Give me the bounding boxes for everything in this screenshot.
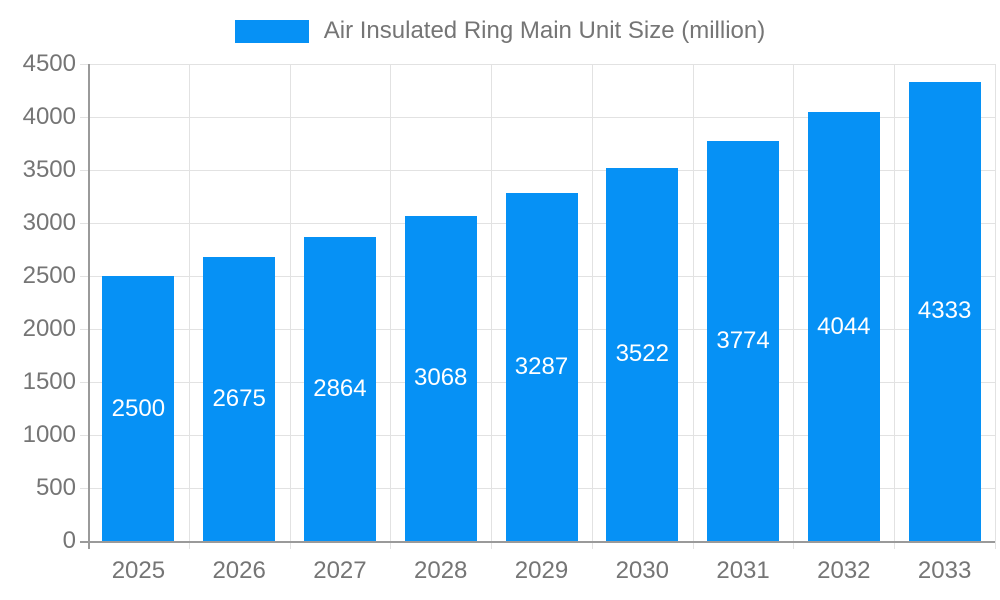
- bar-value-label: 2864: [313, 375, 367, 403]
- x-gridline: [995, 64, 996, 549]
- legend[interactable]: Air Insulated Ring Main Unit Size (milli…: [0, 16, 1000, 46]
- bar[interactable]: [303, 237, 376, 541]
- x-gridline: [591, 64, 593, 549]
- x-gridline: [793, 64, 795, 549]
- bar[interactable]: [908, 81, 981, 541]
- x-axis-line: [80, 541, 995, 543]
- x-gridline: [390, 64, 392, 549]
- x-gridline: [894, 64, 896, 549]
- y-axis-tick-label: 2500: [22, 262, 76, 289]
- x-gridline: [289, 64, 291, 549]
- y-axis-line: [88, 64, 90, 549]
- y-axis-tick-label: 2000: [22, 315, 76, 342]
- bar[interactable]: [203, 257, 276, 541]
- y-axis-tick-label: 1000: [22, 421, 76, 448]
- x-axis-tick-label: 2026: [212, 557, 266, 584]
- x-gridline: [491, 64, 493, 549]
- bar[interactable]: [102, 276, 175, 541]
- x-gridline: [692, 64, 694, 549]
- bar-value-label: 3287: [514, 352, 569, 380]
- bar-value-label: 3522: [615, 340, 669, 368]
- y-gridline: [80, 117, 995, 118]
- bar-value-label: 4333: [917, 297, 972, 325]
- legend-label: Air Insulated Ring Main Unit Size (milli…: [323, 17, 766, 44]
- y-axis-tick-label: 3000: [22, 209, 76, 236]
- x-axis-tick-label: 2031: [716, 557, 770, 584]
- y-axis-tick-label: 0: [62, 527, 76, 554]
- y-axis-tick-label: 1500: [22, 368, 76, 395]
- x-axis-tick-label: 2032: [817, 557, 871, 584]
- bar[interactable]: [505, 192, 578, 541]
- bar[interactable]: [707, 140, 780, 541]
- bar[interactable]: [807, 112, 880, 541]
- x-axis-tick-label: 2028: [414, 557, 468, 584]
- x-axis-tick-label: 2030: [615, 557, 669, 584]
- x-axis-tick-label: 2033: [917, 557, 972, 584]
- x-gridline: [188, 64, 190, 549]
- y-axis-tick-label: 3500: [22, 156, 76, 183]
- legend-swatch: [234, 19, 309, 43]
- bar-value-label: 3774: [716, 326, 770, 354]
- y-axis-tick-label: 4500: [22, 50, 76, 77]
- bar[interactable]: [606, 167, 679, 541]
- bar-value-label: 2675: [212, 385, 266, 413]
- bar-value-label: 4044: [817, 312, 871, 340]
- y-gridline: [80, 170, 995, 171]
- x-axis-tick-label: 2027: [313, 557, 367, 584]
- x-axis-tick-label: 2029: [514, 557, 569, 584]
- bar-value-label: 2500: [111, 394, 166, 422]
- y-gridline: [80, 64, 995, 65]
- y-axis-tick-label: 4000: [22, 103, 76, 130]
- bar[interactable]: [404, 215, 477, 541]
- y-axis-tick-label: 500: [35, 474, 76, 501]
- x-axis-tick-label: 2025: [111, 557, 166, 584]
- bar-value-label: 3068: [414, 364, 468, 392]
